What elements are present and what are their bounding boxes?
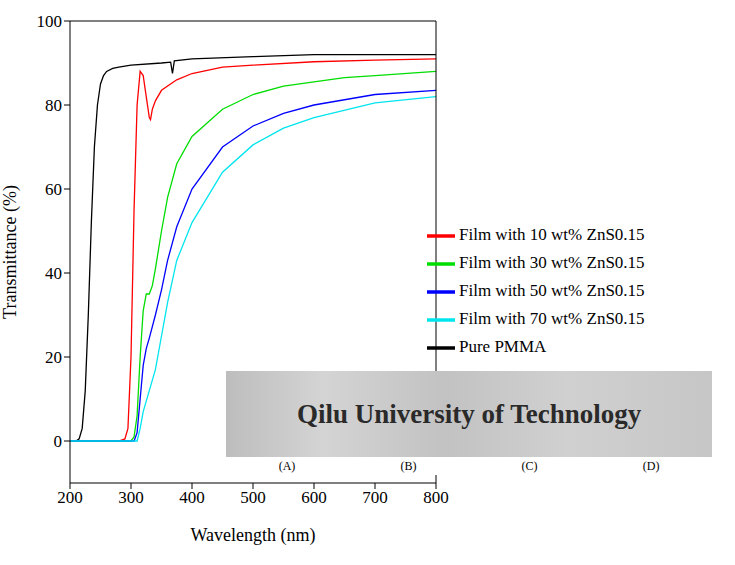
html-text:(C): (C) (521, 459, 538, 473)
svg-text:Transmittance (%): Transmittance (%) (0, 185, 21, 319)
svg-text:200: 200 (57, 488, 83, 507)
html-text:Film with 10 wt% ZnS0.15: Film with 10 wt% ZnS0.15 (459, 224, 645, 244)
svg-text:700: 700 (362, 488, 388, 507)
html-text:Film with 70 wt% ZnS0.15: Film with 70 wt% ZnS0.15 (459, 308, 645, 328)
svg-text:400: 400 (179, 488, 205, 507)
html-text:Film with 50 wt% ZnS0.15: Film with 50 wt% ZnS0.15 (459, 280, 645, 300)
svg-text:300: 300 (118, 488, 144, 507)
svg-text:60: 60 (45, 180, 62, 199)
svg-text:Wavelength (nm): Wavelength (nm) (190, 525, 315, 546)
svg-text:20: 20 (45, 348, 62, 367)
html-text:Film with 30 wt% ZnS0.15: Film with 30 wt% ZnS0.15 (459, 252, 645, 272)
svg-text:500: 500 (240, 488, 266, 507)
html-text:Pure PMMA: Pure PMMA (459, 336, 547, 356)
html-text:(D): (D) (642, 459, 660, 473)
svg-text:40: 40 (45, 264, 62, 283)
svg-text:800: 800 (423, 488, 449, 507)
html-text:(A): (A) (278, 459, 296, 473)
svg-text:80: 80 (45, 96, 62, 115)
svg-text:0: 0 (54, 432, 63, 451)
svg-text:600: 600 (301, 488, 327, 507)
html-text:(B): (B) (400, 459, 417, 473)
html-text:Qilu University of Technology: Qilu University of Technology (296, 398, 642, 429)
svg-text:100: 100 (37, 12, 63, 31)
